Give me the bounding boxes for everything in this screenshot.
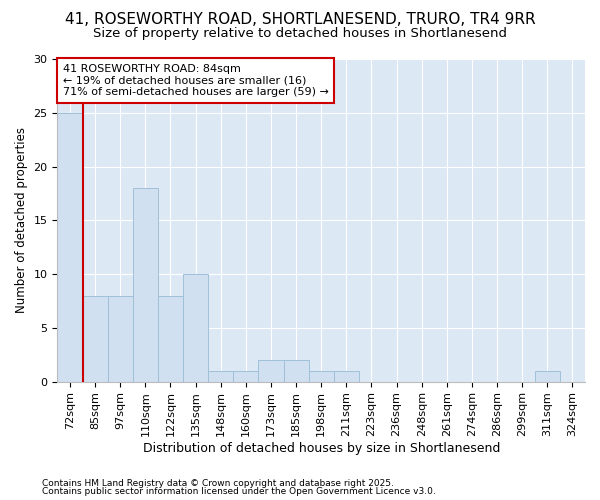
Bar	[284, 360, 308, 382]
Bar	[233, 371, 259, 382]
Bar	[259, 360, 284, 382]
Bar	[107, 296, 133, 382]
Bar	[158, 296, 183, 382]
Bar	[183, 274, 208, 382]
X-axis label: Distribution of detached houses by size in Shortlanesend: Distribution of detached houses by size …	[143, 442, 500, 455]
Bar	[133, 188, 158, 382]
Bar	[58, 113, 83, 382]
Bar	[83, 296, 107, 382]
Bar	[208, 371, 233, 382]
Text: 41 ROSEWORTHY ROAD: 84sqm
← 19% of detached houses are smaller (16)
71% of semi-: 41 ROSEWORTHY ROAD: 84sqm ← 19% of detac…	[62, 64, 329, 97]
Bar	[308, 371, 334, 382]
Bar	[334, 371, 359, 382]
Text: 41, ROSEWORTHY ROAD, SHORTLANESEND, TRURO, TR4 9RR: 41, ROSEWORTHY ROAD, SHORTLANESEND, TRUR…	[65, 12, 535, 28]
Y-axis label: Number of detached properties: Number of detached properties	[15, 128, 28, 314]
Text: Contains public sector information licensed under the Open Government Licence v3: Contains public sector information licen…	[42, 487, 436, 496]
Text: Size of property relative to detached houses in Shortlanesend: Size of property relative to detached ho…	[93, 28, 507, 40]
Text: Contains HM Land Registry data © Crown copyright and database right 2025.: Contains HM Land Registry data © Crown c…	[42, 478, 394, 488]
Bar	[535, 371, 560, 382]
